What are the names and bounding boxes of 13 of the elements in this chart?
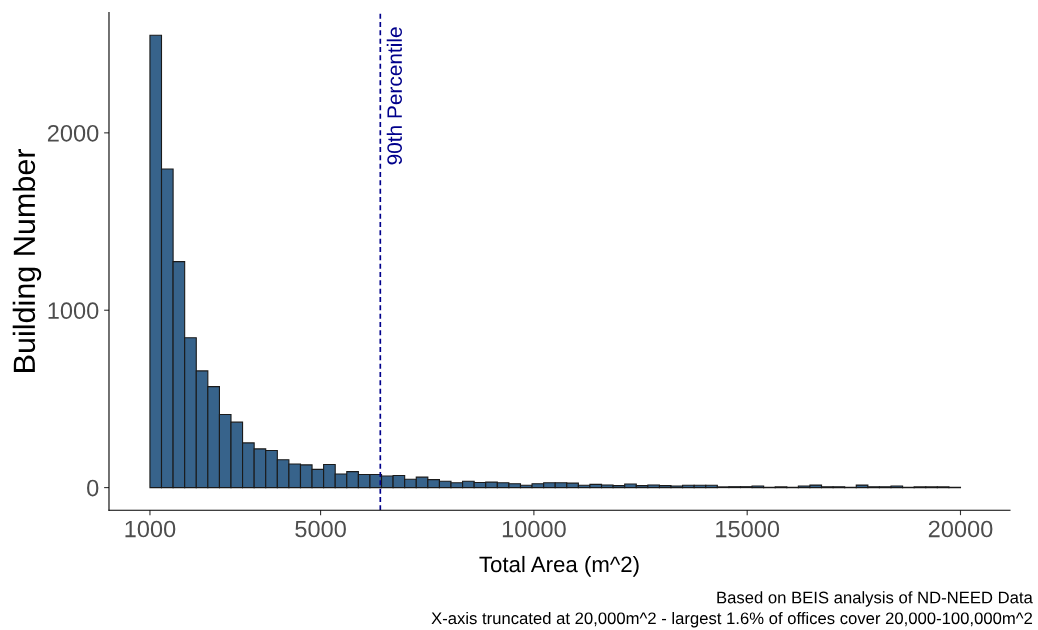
x-tick-label: 15000 [716, 520, 780, 538]
x-tick-label: 10000 [502, 520, 566, 538]
x-axis-title: Total Area (m^2) [479, 555, 639, 577]
y-tick-label: 1000 [48, 302, 99, 320]
y-tick-label: 0 [87, 479, 99, 497]
x-tick-label: 5000 [295, 520, 346, 538]
y-axis-title: Building Number [12, 149, 42, 372]
x-tick-label: 20000 [928, 520, 993, 538]
x-tick-label: 1000 [125, 520, 176, 538]
text: X-axis truncated at 20,000m^2 - largest 1.6% of offices cover 20,000-100,000m^2 [431, 611, 1033, 628]
ref-line-label: 90th Percentile [386, 27, 403, 165]
text: Based on BEIS analysis of ND-NEED Data [717, 591, 1033, 607]
y-tick-label: 2000 [47, 124, 99, 142]
